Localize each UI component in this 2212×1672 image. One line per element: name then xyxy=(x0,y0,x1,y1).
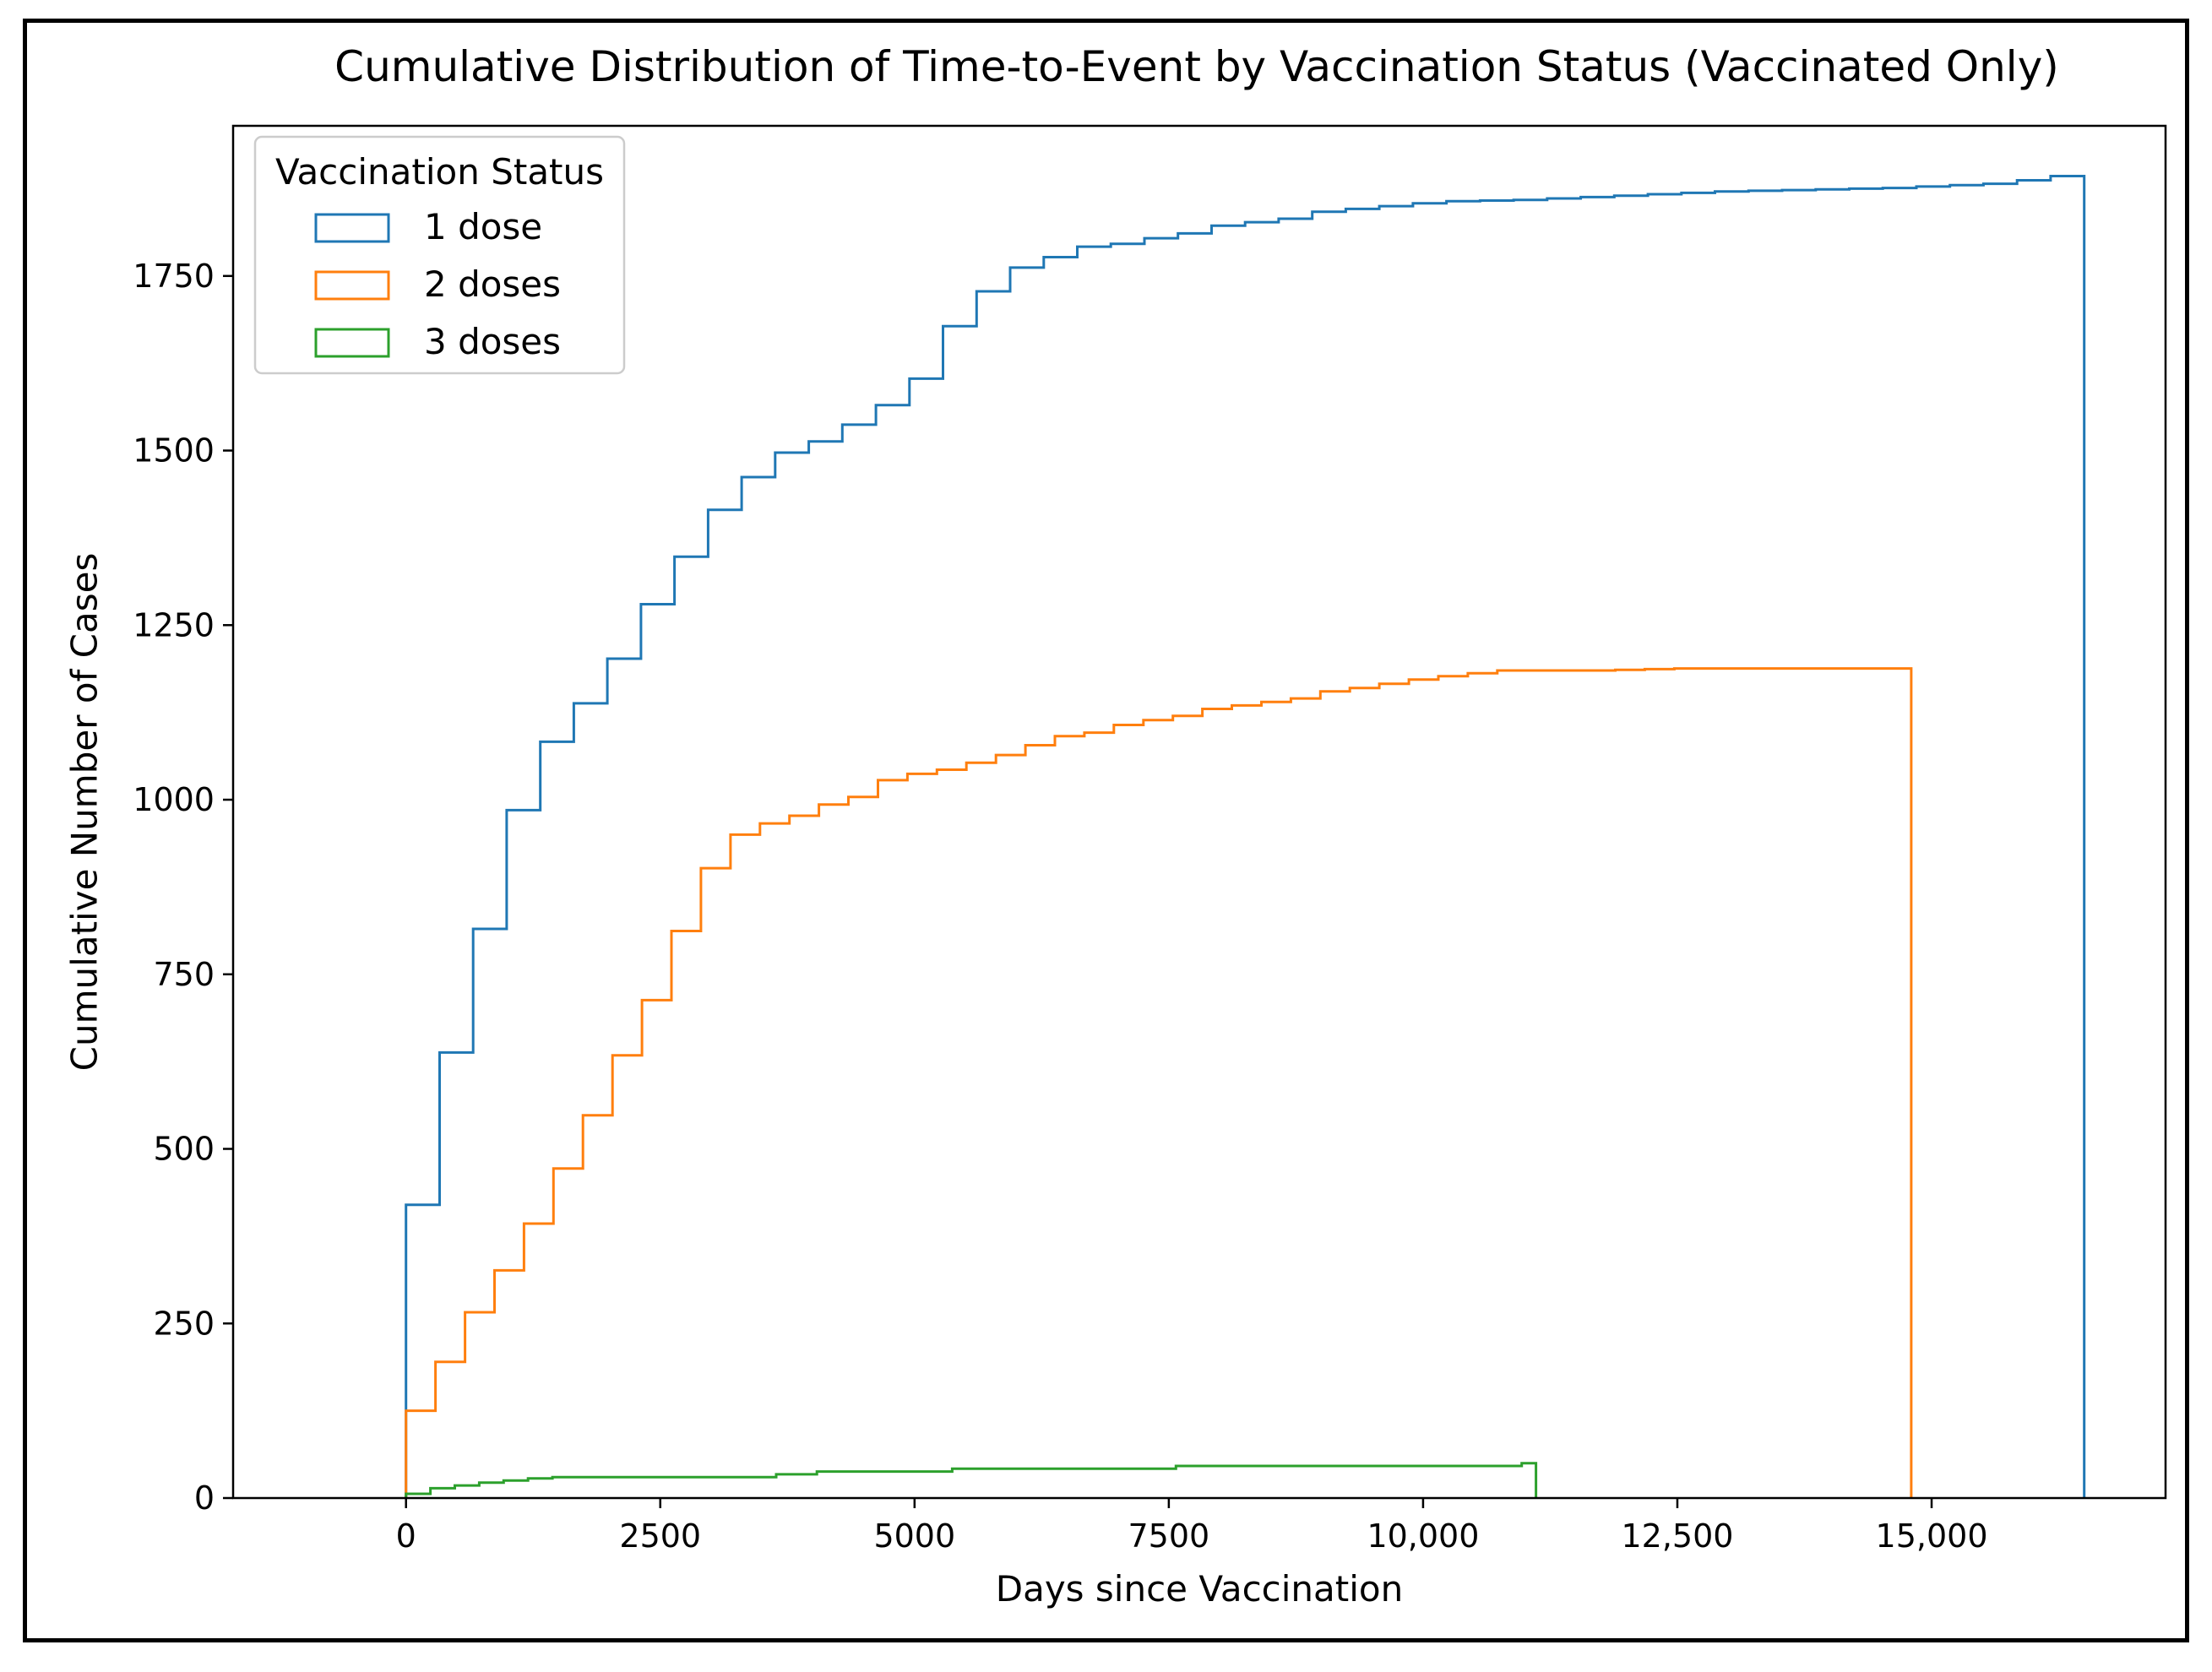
legend-swatch-1 xyxy=(314,213,390,243)
y-tick-label: 750 xyxy=(153,956,215,993)
x-tick-label: 5000 xyxy=(873,1517,955,1555)
x-tick-label: 12,500 xyxy=(1621,1517,1733,1555)
legend-swatch-2 xyxy=(314,270,390,301)
x-tick-label: 0 xyxy=(396,1517,416,1555)
y-axis-label: Cumulative Number of Cases xyxy=(64,553,106,1072)
x-tick-label: 7500 xyxy=(1128,1517,1210,1555)
legend-label-3: 3 doses xyxy=(424,321,561,362)
series-line-2 xyxy=(405,667,1913,1498)
y-tick-label: 250 xyxy=(153,1305,215,1342)
legend: Vaccination Status 1 dose 2 doses 3 doses xyxy=(253,135,626,375)
x-axis-label: Days since Vaccination xyxy=(996,1568,1404,1610)
series-line-3 xyxy=(405,1462,1538,1498)
x-tick-label: 10,000 xyxy=(1367,1517,1479,1555)
axis-ticks: 0 2500 5000 7500 10,000 12,500 15,000 0 250 500 75… xyxy=(133,258,1987,1555)
chart: Cumulative Distribution of Time-to-Event… xyxy=(64,42,2167,1610)
legend-label-2: 2 doses xyxy=(424,263,561,305)
legend-title: Vaccination Status xyxy=(275,151,604,193)
y-tick-label: 1250 xyxy=(133,606,215,643)
y-tick-label: 500 xyxy=(153,1131,215,1168)
series-line-1 xyxy=(405,175,2086,1498)
y-tick-label: 1000 xyxy=(133,781,215,818)
y-tick-label: 1500 xyxy=(133,432,215,470)
y-tick-label: 1750 xyxy=(133,258,215,295)
axes-frame xyxy=(231,124,2167,1500)
chart-frame: Cumulative Distribution of Time-to-Event… xyxy=(23,19,2189,1642)
x-tick-label: 15,000 xyxy=(1876,1517,1988,1555)
legend-swatch-3 xyxy=(314,328,390,358)
legend-box xyxy=(253,135,626,375)
y-tick-label: 0 xyxy=(194,1479,215,1517)
plot-area xyxy=(405,175,2086,1498)
legend-label-1: 1 dose xyxy=(424,206,542,247)
x-tick-label: 2500 xyxy=(619,1517,701,1555)
chart-title: Cumulative Distribution of Time-to-Event… xyxy=(334,42,2059,91)
